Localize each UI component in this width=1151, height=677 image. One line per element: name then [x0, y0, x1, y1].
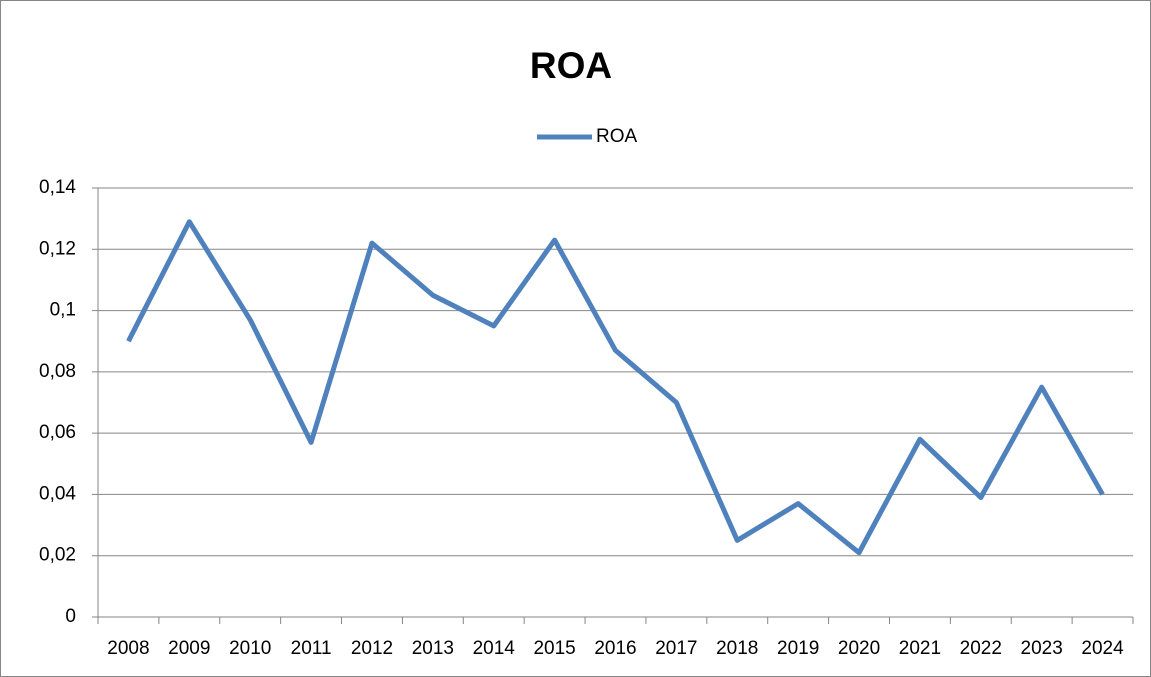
x-tick-label: 2022 — [960, 638, 1002, 659]
y-tick-label: 0 — [65, 606, 76, 627]
x-tick-label: 2008 — [107, 638, 149, 659]
y-tick-label: 0,04 — [39, 483, 76, 504]
x-tick-label: 2016 — [594, 638, 636, 659]
x-tick-label: 2014 — [473, 638, 516, 659]
x-tick-label: 2020 — [838, 638, 880, 659]
x-tick-label: 2021 — [899, 638, 941, 659]
x-tick-label: 2017 — [655, 638, 697, 659]
x-tick-label: 2024 — [1081, 638, 1124, 659]
chart-title: ROA — [530, 45, 612, 86]
x-tick-label: 2023 — [1021, 638, 1063, 659]
x-tick-label: 2010 — [229, 638, 271, 659]
y-tick-label: 0,14 — [39, 177, 76, 198]
legend-label: ROA — [596, 126, 638, 147]
x-tick-label: 2013 — [412, 638, 454, 659]
y-tick-label: 0,08 — [39, 361, 76, 382]
x-tick-label: 2011 — [291, 638, 332, 659]
y-tick-label: 0,06 — [39, 422, 76, 443]
x-tick-label: 2009 — [168, 638, 210, 659]
x-tick-label: 2018 — [716, 638, 758, 659]
x-tick-label: 2015 — [533, 638, 575, 659]
x-tick-label: 2012 — [351, 638, 393, 659]
y-tick-label: 0,02 — [39, 545, 76, 566]
x-tick-label: 2019 — [777, 638, 819, 659]
y-tick-label: 0,1 — [50, 300, 76, 321]
data-line — [126, 219, 1105, 556]
y-tick-label: 0,12 — [39, 238, 76, 259]
